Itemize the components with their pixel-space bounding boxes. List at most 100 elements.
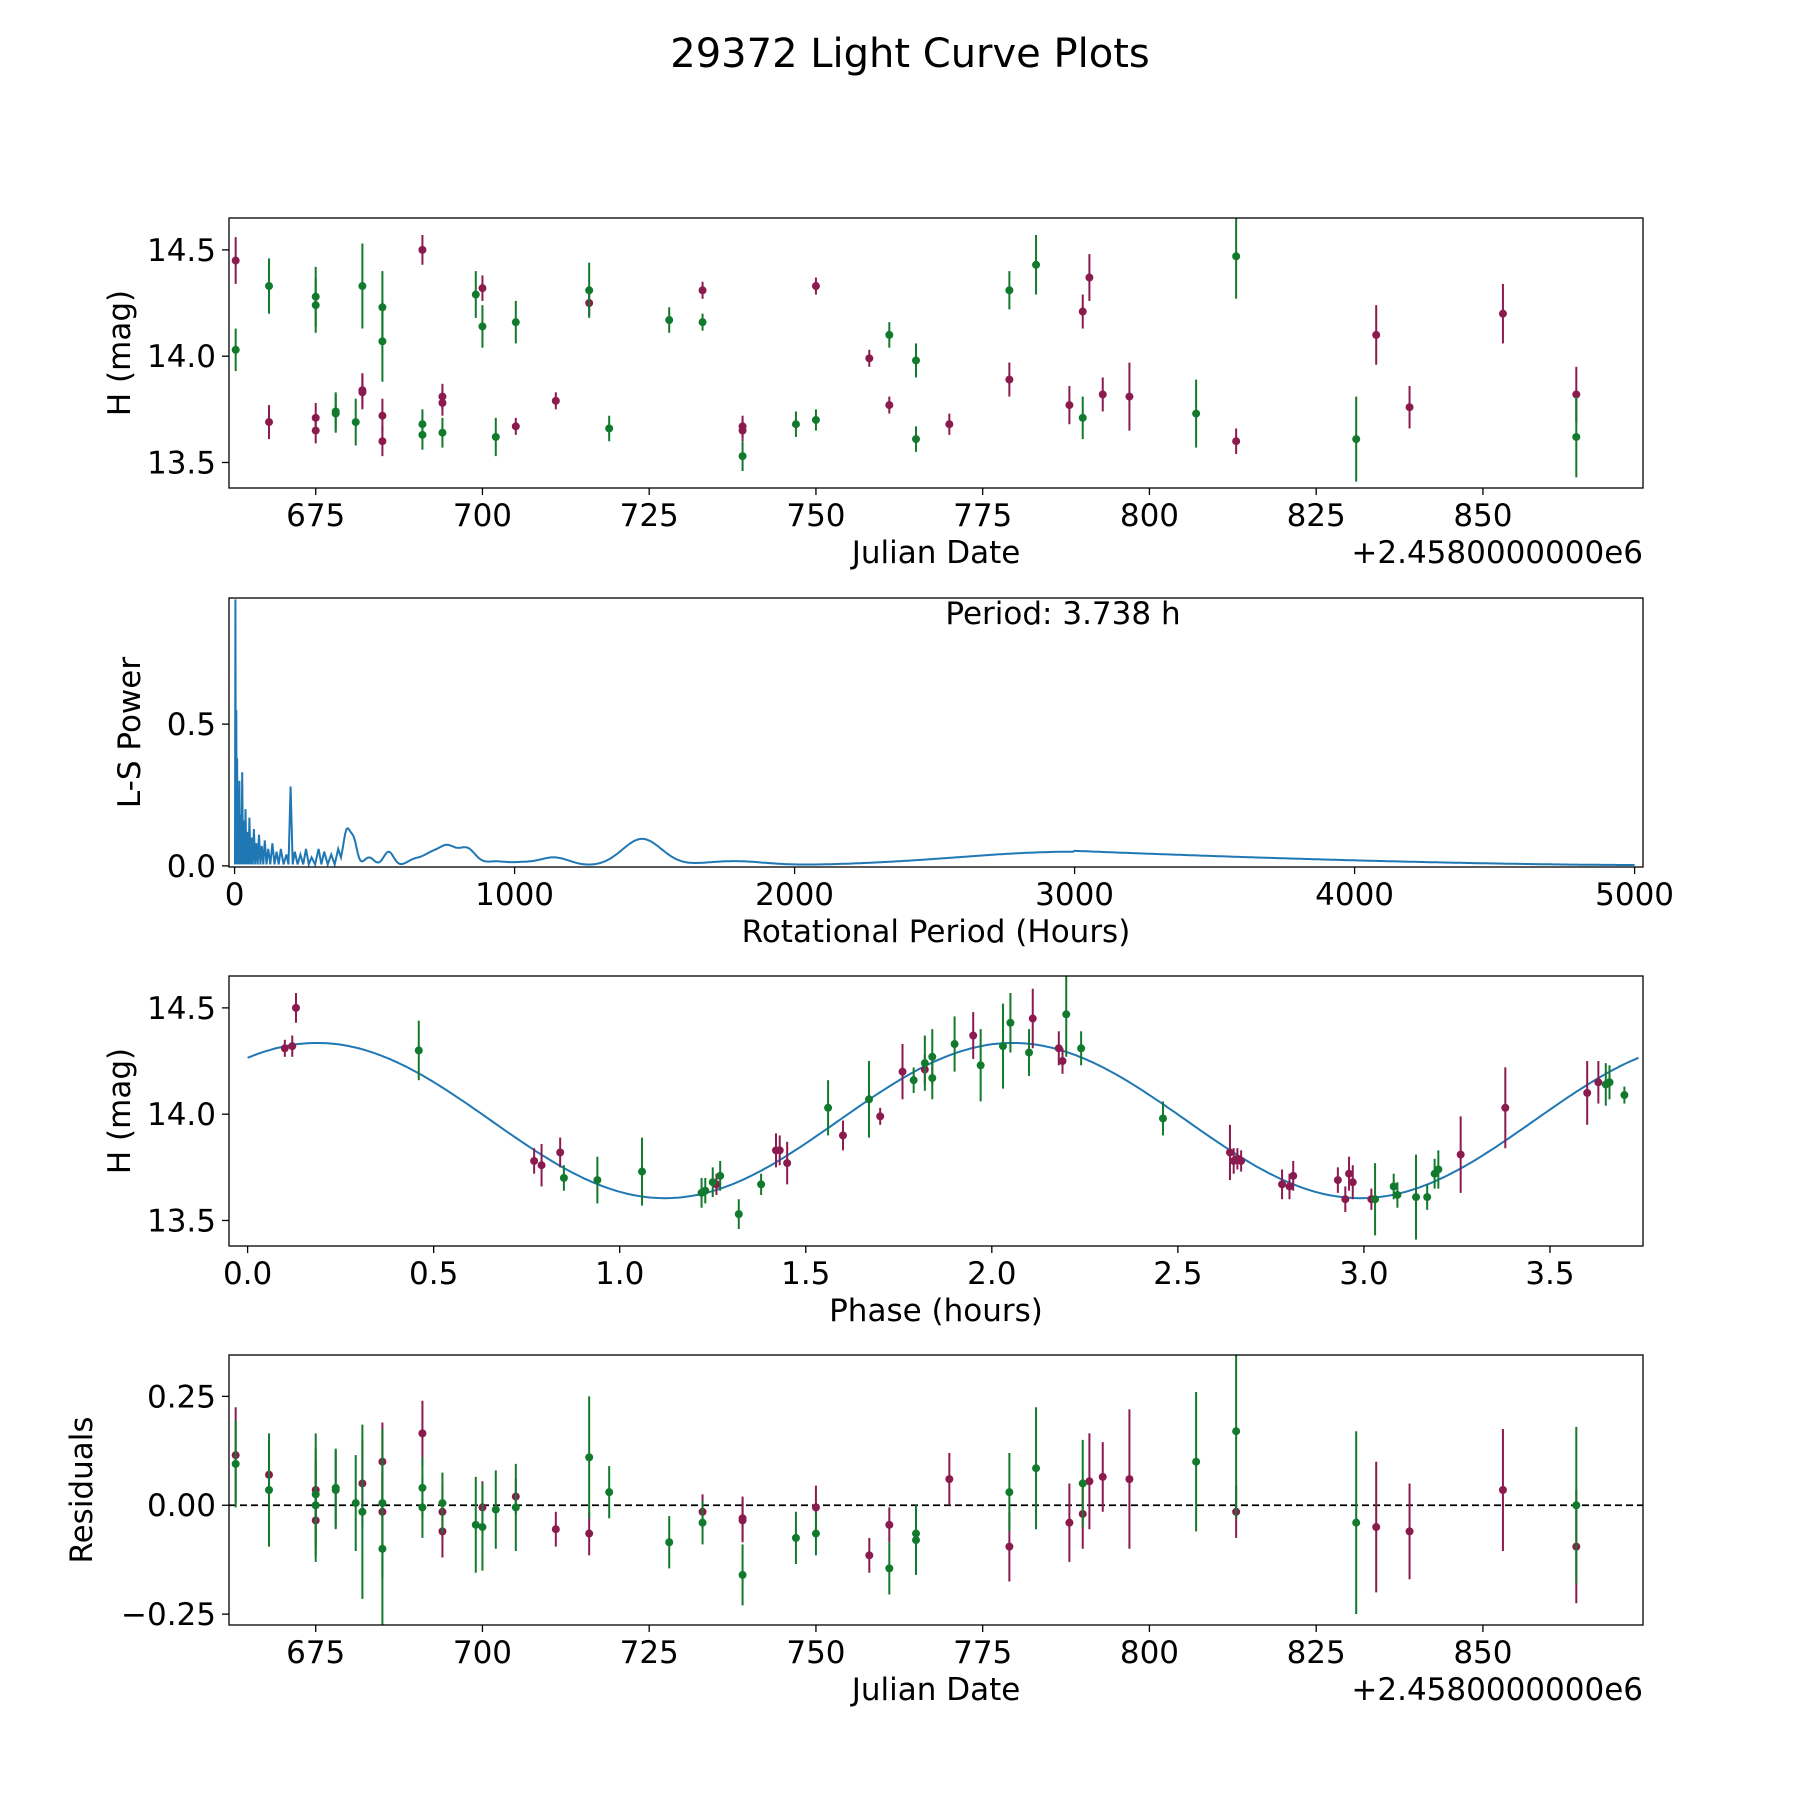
- residuals-point-g: [265, 1486, 274, 1494]
- lightcurve-point-r: [1078, 307, 1087, 316]
- phased-point-g: [1371, 1195, 1380, 1204]
- residuals-point-g: [478, 1523, 487, 1532]
- phased-point-g: [909, 1076, 918, 1085]
- lightcurve-point-r: [1646, 346, 1654, 354]
- phased-point-g: [1605, 1078, 1614, 1087]
- phased-point-r: [898, 1067, 907, 1076]
- lightcurve-point-g: [311, 301, 320, 310]
- residuals-point-r: [945, 1475, 954, 1484]
- lightcurve-point-g: [351, 418, 360, 427]
- lightcurve-point-r: [551, 396, 560, 405]
- lightcurve-point-r: [1065, 401, 1074, 410]
- residuals-point-g: [605, 1488, 614, 1497]
- phased-point-r: [1278, 1180, 1287, 1189]
- phased-point-g: [734, 1210, 743, 1219]
- residuals-offset-label: +2.4580000000e6: [1351, 1672, 1643, 1708]
- phased-model-curve: [247, 1042, 1639, 1200]
- phased-point-r: [291, 1003, 300, 1012]
- lightcurve-point-r: [511, 422, 520, 431]
- phased-point-r: [1583, 1088, 1592, 1097]
- phased-point-r: [288, 1042, 297, 1051]
- phased-point-g: [716, 1171, 725, 1180]
- lightcurve-point-g: [1352, 435, 1361, 444]
- lightcurve-point-g: [1005, 286, 1014, 295]
- phased-point-g: [928, 1074, 937, 1083]
- phased-ytick-label: 14.5: [147, 991, 216, 1027]
- phased-point-r: [1456, 1150, 1465, 1159]
- lightcurve-point-g: [885, 330, 894, 339]
- residuals-point-r: [551, 1525, 560, 1534]
- lightcurve-point-r: [1372, 330, 1381, 339]
- residuals-ytick-label: −0.25: [121, 1597, 216, 1633]
- lightcurve-point-r: [311, 426, 320, 435]
- phased-point-r: [1028, 1014, 1037, 1023]
- lightcurve-point-r: [1572, 390, 1581, 399]
- clip-lightcurve-plot-area: [231, 218, 1654, 482]
- residuals-point-g: [311, 1501, 320, 1510]
- phased-point-g: [998, 1042, 1007, 1051]
- lightcurve-point-g: [358, 282, 367, 291]
- residuals-point-r: [1405, 1527, 1414, 1536]
- lightcurve-point-r: [358, 388, 367, 397]
- phased-point-r: [1501, 1103, 1510, 1112]
- residuals-point-r: [1646, 1438, 1654, 1446]
- residuals-axes: 675 700 725 750 775 800 825 850 −0.25 0.00 0.25 Jul…: [64, 1354, 1654, 1708]
- residuals-frame: [228, 1354, 1644, 1626]
- lightcurve-xtick-label: 725: [620, 498, 679, 534]
- lightcurve-point-g: [811, 415, 820, 424]
- phased-point-r: [1333, 1176, 1342, 1185]
- lightcurve-offset-label: +2.4580000000e6: [1351, 535, 1643, 571]
- phased-point-r: [1225, 1148, 1234, 1157]
- phased-point-g: [865, 1095, 874, 1104]
- phased-point-g: [950, 1040, 959, 1049]
- phased-point-r: [1285, 1182, 1294, 1191]
- phased-point-g: [708, 1178, 717, 1187]
- lightcurve-point-r: [865, 354, 874, 363]
- periodogram-power-line: [234, 599, 1635, 867]
- phased-xtick-label: 1.0: [595, 1256, 644, 1292]
- phased-point-r: [1341, 1195, 1350, 1204]
- periodogram-xtick-label: 2000: [755, 877, 834, 913]
- phased-point-r: [775, 1146, 784, 1155]
- residuals-point-r: [811, 1503, 820, 1512]
- phased-point-r: [537, 1161, 546, 1170]
- lightcurve-point-g: [231, 345, 240, 354]
- residuals-xlabel: Julian Date: [850, 1672, 1021, 1708]
- periodogram-ytick-label: 0.5: [167, 707, 216, 743]
- lightcurve-point-g: [378, 337, 387, 346]
- phased-point-r: [530, 1156, 539, 1165]
- clip-residuals-plot-area: [229, 1355, 1654, 1625]
- phased-point-g: [414, 1046, 423, 1055]
- lightcurve-xtick-label: 800: [1120, 498, 1179, 534]
- lightcurve-point-r: [945, 420, 954, 429]
- period-annotation: Period: 3.738 h: [945, 596, 1180, 632]
- lightcurve-point-g: [665, 316, 674, 325]
- phased-point-r: [969, 1031, 978, 1040]
- phased-point-g: [1025, 1048, 1034, 1057]
- lightcurve-point-g: [511, 318, 520, 327]
- lightcurve-point-g: [738, 452, 747, 461]
- residuals-point-g: [418, 1503, 427, 1512]
- phased-point-r: [1058, 1057, 1067, 1066]
- lightcurve-point-g: [605, 424, 614, 433]
- phased-point-r: [876, 1112, 885, 1121]
- residuals-xtick-label: 800: [1120, 1635, 1179, 1671]
- lightcurve-point-r: [811, 282, 820, 291]
- lightcurve-point-g: [331, 409, 340, 418]
- lightcurve-xtick-label: 775: [953, 498, 1012, 534]
- residuals-point-g: [351, 1499, 360, 1508]
- lightcurve-xtick-label: 750: [786, 498, 845, 534]
- phased-point-g: [1389, 1182, 1398, 1191]
- lightcurve-point-r: [1005, 375, 1014, 384]
- phased-point-g: [1062, 1010, 1071, 1019]
- periodogram-xtick-label: 3000: [1035, 877, 1114, 913]
- residuals-point-r: [885, 1520, 894, 1529]
- residuals-point-g: [511, 1503, 520, 1512]
- residuals-point-g: [1078, 1479, 1087, 1488]
- phased-point-r: [838, 1131, 847, 1140]
- periodogram-ytick-label: 0.0: [167, 849, 216, 885]
- phased-point-g: [976, 1061, 985, 1070]
- phased-point-g: [757, 1180, 766, 1189]
- lightcurve-ylabel: H (mag): [102, 290, 138, 416]
- residuals-point-g: [231, 1459, 240, 1468]
